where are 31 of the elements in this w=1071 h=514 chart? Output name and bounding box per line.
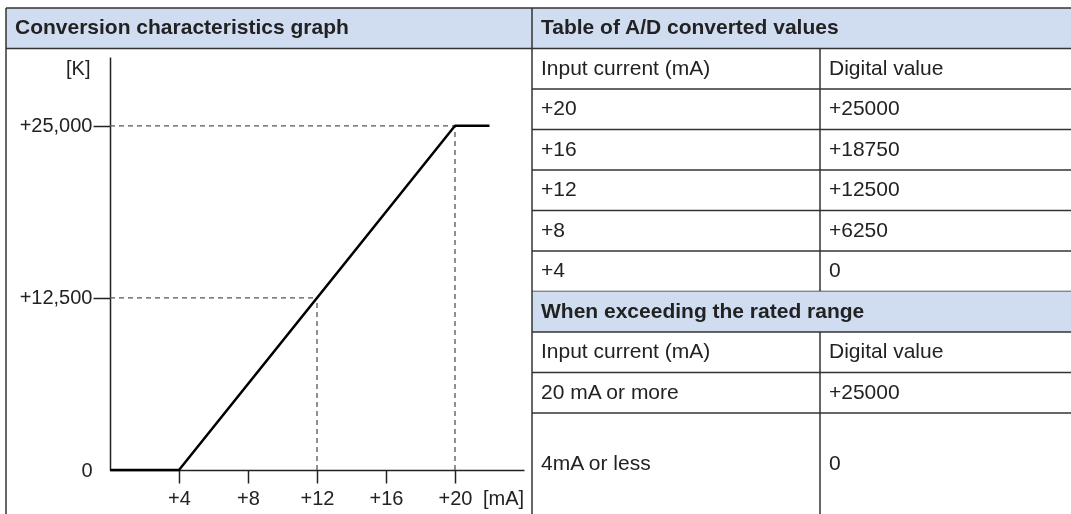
text: Input current (mA): [541, 339, 711, 363]
text: 4mA or less: [541, 450, 651, 474]
text: +25000: [829, 379, 900, 403]
x-tick-label: +20: [438, 486, 473, 509]
text: 0: [829, 450, 841, 474]
text: Digital value: [829, 55, 944, 79]
x-tick-label: +16: [369, 486, 404, 509]
text: +16: [541, 136, 577, 160]
text: +20: [541, 96, 577, 120]
x-tick-label: +8: [237, 486, 260, 509]
text: +18750: [829, 136, 900, 160]
text: 20 mA or more: [541, 379, 679, 403]
x-tick-label: +12: [300, 486, 335, 509]
text: 0: [829, 258, 841, 282]
y-tick-label: 0: [81, 458, 93, 481]
text: +6250: [829, 217, 888, 241]
text: When exceeding the rated range: [541, 298, 865, 322]
chart-title: Conversion characteristics graph: [15, 15, 349, 39]
y-tick-label: +25,000: [19, 114, 93, 137]
text: +25000: [829, 96, 900, 120]
text: +12500: [829, 177, 900, 201]
x-axis-title: [mA]: [482, 486, 525, 509]
y-tick-label: +12,500: [19, 286, 93, 309]
y-axis-title: [K]: [66, 56, 91, 79]
text: +8: [541, 217, 565, 241]
text: Input current (mA): [541, 55, 711, 79]
text: +4: [541, 258, 566, 282]
text: +12: [541, 177, 577, 201]
text: Digital value: [829, 339, 944, 363]
text: Table of A/D converted values: [541, 15, 839, 39]
x-tick-label: +4: [168, 486, 191, 509]
